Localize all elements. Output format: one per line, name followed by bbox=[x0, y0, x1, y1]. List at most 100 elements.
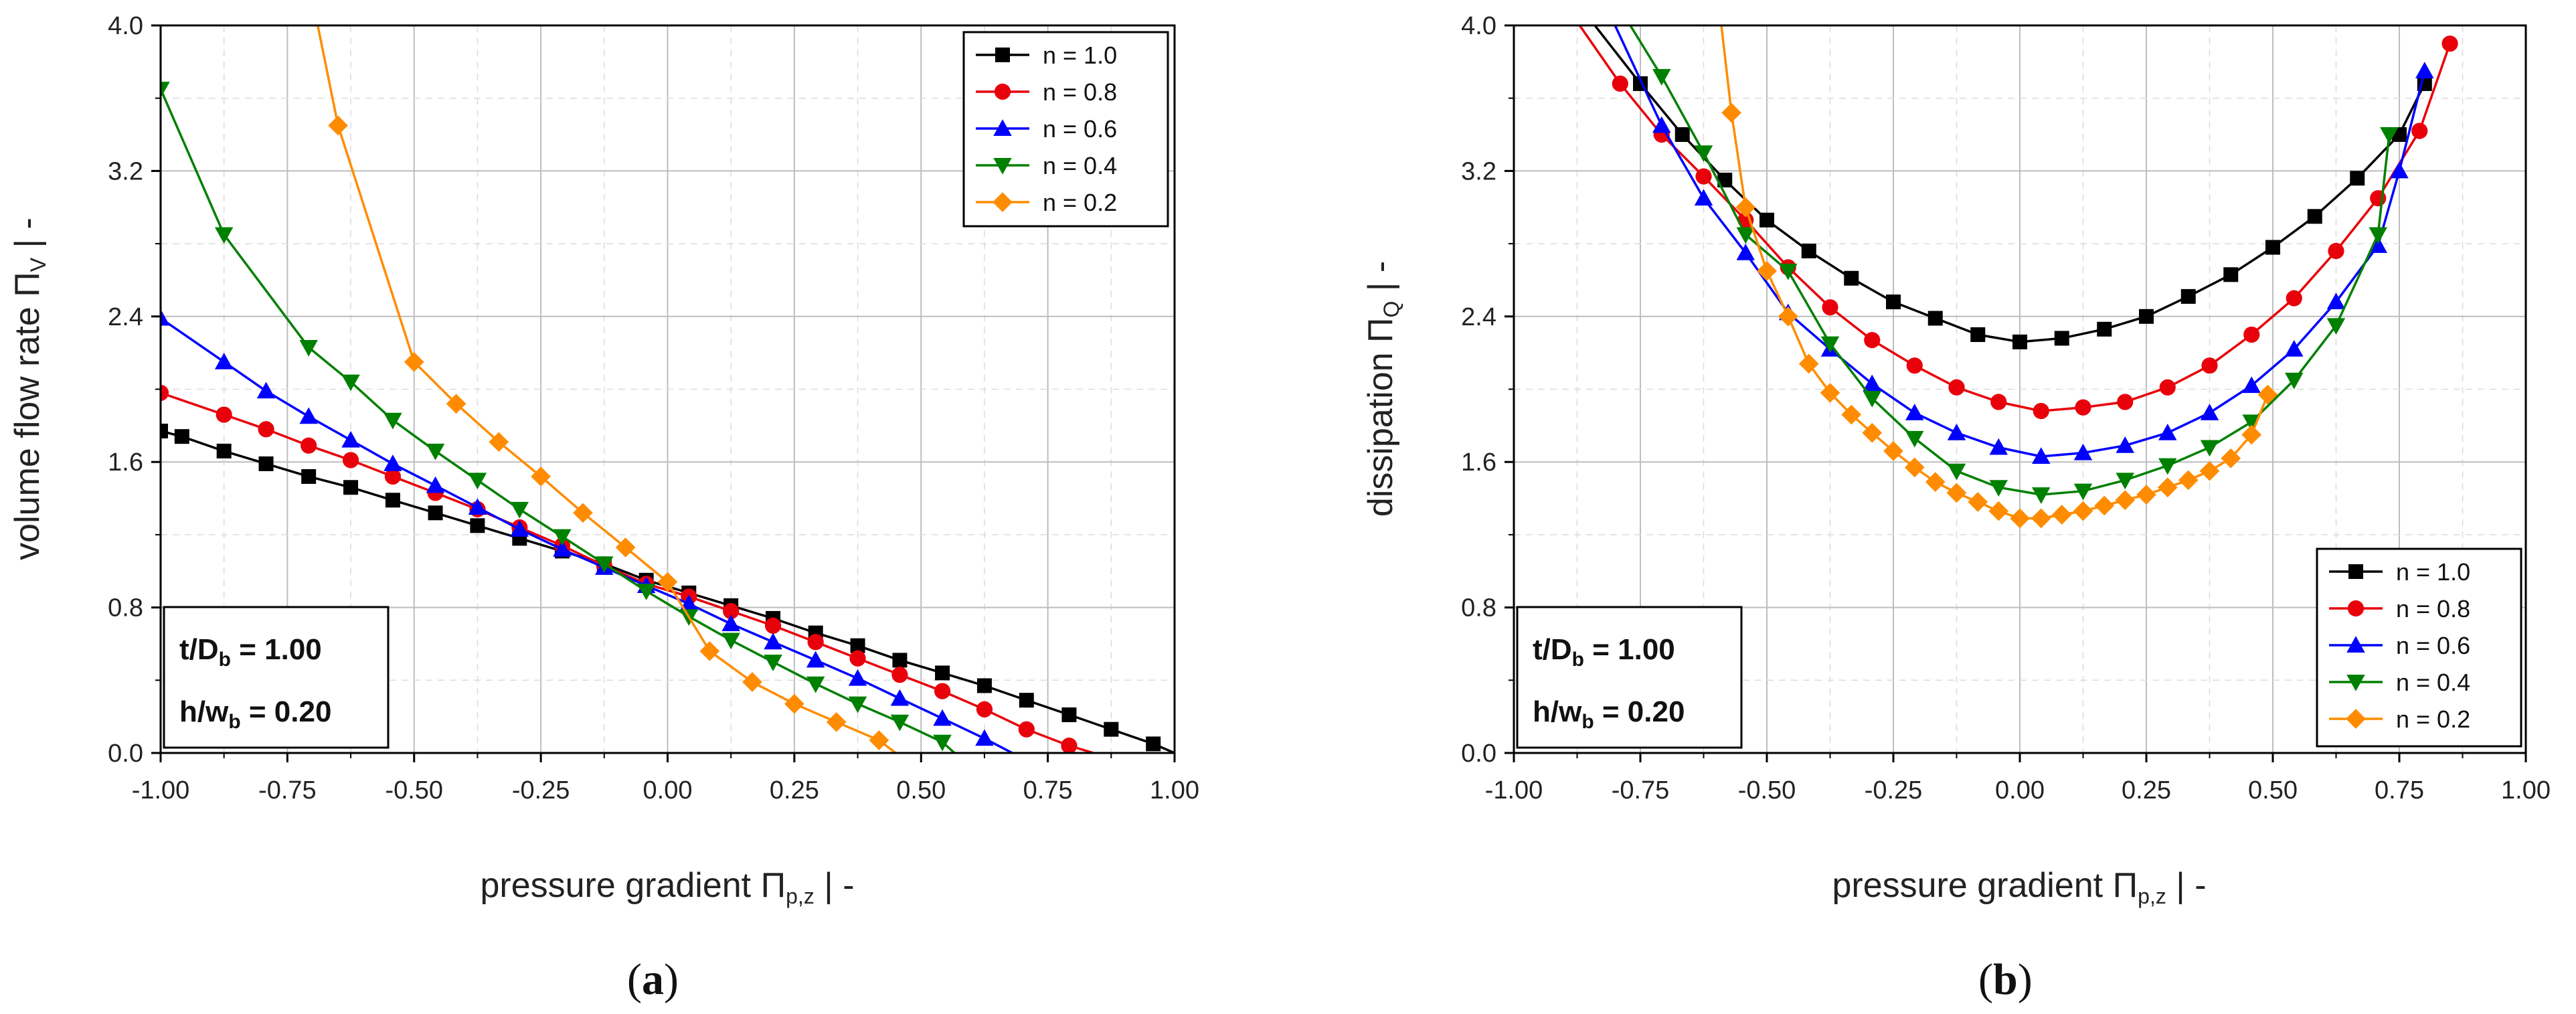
data-point bbox=[1841, 404, 1862, 425]
panel-a-annotation-line2: h/wb = 0.20 bbox=[179, 695, 331, 733]
data-point bbox=[468, 498, 487, 515]
legend-label: n = 0.4 bbox=[2396, 669, 2470, 696]
data-point bbox=[2380, 127, 2399, 144]
data-point bbox=[343, 480, 359, 495]
legend-label: n = 0.2 bbox=[2396, 705, 2470, 733]
data-point bbox=[1990, 394, 2007, 410]
data-point bbox=[1886, 294, 1901, 310]
series-n-0-4 bbox=[1629, 25, 2399, 504]
data-point bbox=[2073, 443, 2093, 460]
panel-a-y-axis-label: volume flow rate ΠV | - bbox=[8, 218, 50, 560]
data-point bbox=[2054, 331, 2069, 346]
legend-marker bbox=[993, 192, 1013, 212]
data-point bbox=[1948, 379, 1965, 396]
x-tick-label: 0.00 bbox=[643, 776, 693, 805]
legend-marker bbox=[994, 83, 1011, 100]
series-n-0-4 bbox=[161, 82, 956, 753]
data-point bbox=[1904, 457, 1925, 478]
data-point bbox=[1863, 374, 1881, 392]
data-point bbox=[383, 454, 402, 471]
data-point bbox=[383, 412, 402, 430]
x-tick-label: -0.50 bbox=[1738, 776, 1796, 805]
data-point bbox=[1906, 357, 1923, 374]
data-point bbox=[1798, 353, 1819, 374]
data-point bbox=[615, 537, 636, 558]
data-point bbox=[2243, 326, 2260, 343]
data-point bbox=[2285, 339, 2304, 357]
legend-marker bbox=[993, 158, 1012, 175]
data-point bbox=[975, 729, 994, 746]
legend-marker bbox=[2346, 636, 2365, 653]
data-point bbox=[341, 430, 360, 448]
legend-marker bbox=[993, 119, 1012, 136]
data-point bbox=[1759, 212, 1774, 228]
data-point bbox=[742, 672, 762, 692]
data-point bbox=[1019, 693, 1034, 708]
data-point bbox=[890, 714, 910, 732]
panel-b-annotation-line1: t/Db = 1.00 bbox=[1533, 633, 1675, 671]
data-point bbox=[1822, 299, 1838, 316]
data-point bbox=[2307, 209, 2322, 224]
data-point bbox=[2242, 414, 2261, 432]
data-point bbox=[850, 638, 865, 653]
x-tick-label: -0.75 bbox=[1612, 776, 1670, 805]
panel-b-legend: n = 1.0 n = 0.8 n = 0.6 n = 0.4 n = 0.2 bbox=[2316, 547, 2522, 748]
data-point bbox=[468, 473, 487, 490]
data-point bbox=[2031, 508, 2051, 529]
data-point bbox=[2242, 376, 2261, 394]
data-point bbox=[2032, 447, 2051, 464]
data-point bbox=[510, 519, 529, 537]
x-tick-label: 0.25 bbox=[770, 776, 819, 805]
y-tick-label: 0.0 bbox=[1461, 740, 1496, 768]
y-tick-label: 0.8 bbox=[108, 594, 143, 622]
data-point bbox=[404, 351, 424, 372]
legend-label: n = 0.4 bbox=[1043, 152, 1117, 179]
data-point bbox=[2265, 240, 2280, 255]
data-point bbox=[553, 539, 572, 557]
data-point bbox=[2073, 501, 2093, 521]
y-tick-label: 1.6 bbox=[1461, 448, 1496, 477]
data-point bbox=[426, 476, 445, 493]
data-point bbox=[848, 669, 867, 686]
data-point bbox=[214, 352, 234, 369]
data-point bbox=[1675, 127, 1690, 143]
data-point bbox=[2178, 470, 2199, 491]
data-point bbox=[2075, 399, 2091, 416]
legend-item: n = 0.2 bbox=[2329, 705, 2470, 733]
legend-item: n = 0.4 bbox=[976, 152, 1117, 179]
data-point bbox=[1736, 227, 1755, 244]
panel-a: -1.00 -0.75 -0.50 -0.25 0.00 0.25 0.50 0.75 1.00… bbox=[8, 12, 1199, 1004]
x-tick-label: 0.25 bbox=[2122, 776, 2171, 805]
data-point bbox=[721, 632, 740, 650]
legend-item: n = 1.0 bbox=[2329, 558, 2470, 586]
data-point bbox=[721, 614, 740, 632]
data-point bbox=[2199, 460, 2220, 481]
data-point bbox=[2158, 423, 2177, 440]
data-point bbox=[1905, 430, 1924, 448]
x-tick-label: -1.00 bbox=[1485, 776, 1543, 805]
data-point bbox=[161, 424, 168, 439]
x-tick-label: 1.00 bbox=[1150, 776, 1199, 805]
data-point bbox=[1946, 483, 1967, 503]
data-point bbox=[300, 437, 317, 454]
data-point bbox=[2257, 384, 2278, 405]
data-point bbox=[299, 407, 318, 424]
y-tick-label: 0.0 bbox=[108, 740, 143, 768]
panel-b-x-ticks: -1.00 -0.75 -0.50 -0.25 0.00 0.25 0.50 0.75 1.00 bbox=[1485, 753, 2551, 805]
data-point bbox=[764, 617, 782, 634]
data-point bbox=[2326, 318, 2346, 335]
legend-label: n = 1.0 bbox=[2396, 558, 2470, 586]
series-line bbox=[1720, 25, 2269, 520]
data-point bbox=[328, 115, 348, 136]
data-point bbox=[2369, 236, 2387, 253]
data-point bbox=[385, 493, 400, 508]
data-point bbox=[489, 432, 509, 452]
data-point bbox=[1927, 311, 1943, 326]
legend-label: n = 0.6 bbox=[2396, 632, 2470, 659]
data-point bbox=[826, 711, 847, 732]
legend-label: n = 1.0 bbox=[1043, 41, 1117, 69]
data-point bbox=[595, 556, 614, 574]
panel-a-legend: n = 1.0 n = 0.8 n = 0.6 n = 0.4 n = 0.2 bbox=[962, 31, 1169, 228]
data-point bbox=[2157, 477, 2178, 498]
